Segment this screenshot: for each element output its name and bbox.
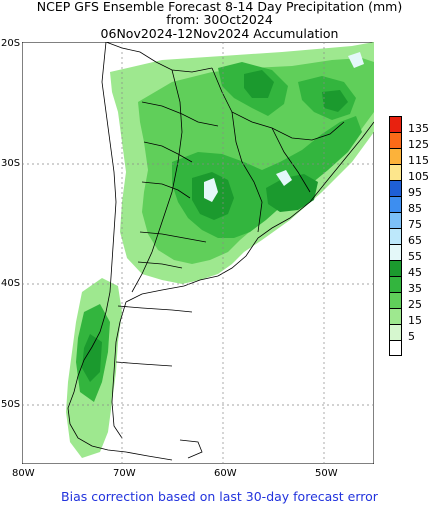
legend-item: 95 bbox=[389, 180, 439, 199]
legend-swatch bbox=[389, 196, 402, 212]
legend-item: 45 bbox=[389, 260, 439, 279]
legend-swatch bbox=[389, 148, 402, 164]
lat-label-30s: 30S bbox=[1, 158, 21, 169]
legend-item bbox=[389, 340, 439, 356]
map-title-line3: 06Nov2024-12Nov2024 Accumulation bbox=[100, 26, 339, 41]
precipitation-map bbox=[22, 42, 374, 464]
legend-item: 105 bbox=[389, 164, 439, 183]
legend-item: 25 bbox=[389, 292, 439, 311]
map-title-line1: NCEP GFS Ensemble Forecast 8-14 Day Prec… bbox=[36, 0, 403, 14]
legend-label: 115 bbox=[408, 154, 429, 167]
legend-item: 15 bbox=[389, 308, 439, 327]
legend-item: 75 bbox=[389, 212, 439, 231]
legend-swatch bbox=[389, 276, 402, 292]
legend-item: 65 bbox=[389, 228, 439, 247]
legend-label: 5 bbox=[408, 330, 415, 343]
map-title-line2: from: 30Oct2024 bbox=[166, 12, 273, 27]
legend-label: 55 bbox=[408, 250, 422, 263]
legend-swatch bbox=[389, 180, 402, 196]
legend-label: 125 bbox=[408, 138, 429, 151]
legend-swatch bbox=[389, 324, 402, 340]
lon-label-80w: 80W bbox=[12, 468, 35, 479]
lat-label-50s: 50S bbox=[1, 399, 21, 410]
legend-swatch bbox=[389, 164, 402, 180]
bias-correction-note: Bias correction based on last 30-day for… bbox=[61, 489, 378, 504]
lon-label-50w: 50W bbox=[315, 468, 338, 479]
legend-swatch bbox=[389, 340, 402, 356]
legend-item: 115 bbox=[389, 148, 439, 167]
legend-label: 65 bbox=[408, 234, 422, 247]
legend-swatch bbox=[389, 308, 402, 324]
lon-label-60w: 60W bbox=[214, 468, 237, 479]
legend-swatch bbox=[389, 260, 402, 276]
legend-item: 85 bbox=[389, 196, 439, 215]
legend-swatch bbox=[389, 132, 402, 148]
legend-swatch bbox=[389, 116, 402, 132]
lon-label-70w: 70W bbox=[113, 468, 136, 479]
legend-label: 25 bbox=[408, 298, 422, 311]
legend-item: 5 bbox=[389, 324, 439, 343]
graticule bbox=[22, 42, 374, 464]
legend-swatch bbox=[389, 212, 402, 228]
legend-label: 105 bbox=[408, 170, 429, 183]
legend-swatch bbox=[389, 228, 402, 244]
coastlines bbox=[67, 42, 374, 461]
legend-swatch bbox=[389, 244, 402, 260]
legend-label: 35 bbox=[408, 282, 422, 295]
legend-label: 15 bbox=[408, 314, 422, 327]
legend-item: 55 bbox=[389, 244, 439, 263]
precip-legend: 135 125 115 105 95 85 75 65 55 45 35 25 15 5 bbox=[389, 116, 439, 356]
legend-label: 135 bbox=[408, 122, 429, 135]
legend-item: 35 bbox=[389, 276, 439, 295]
lat-label-20s: 20S bbox=[1, 38, 21, 49]
legend-swatch bbox=[389, 292, 402, 308]
legend-label: 45 bbox=[408, 266, 422, 279]
legend-label: 75 bbox=[408, 218, 422, 231]
legend-label: 85 bbox=[408, 202, 422, 215]
legend-label: 95 bbox=[408, 186, 422, 199]
legend-item: 125 bbox=[389, 132, 439, 151]
lat-label-40s: 40S bbox=[1, 278, 21, 289]
legend-item: 135 bbox=[389, 116, 439, 135]
